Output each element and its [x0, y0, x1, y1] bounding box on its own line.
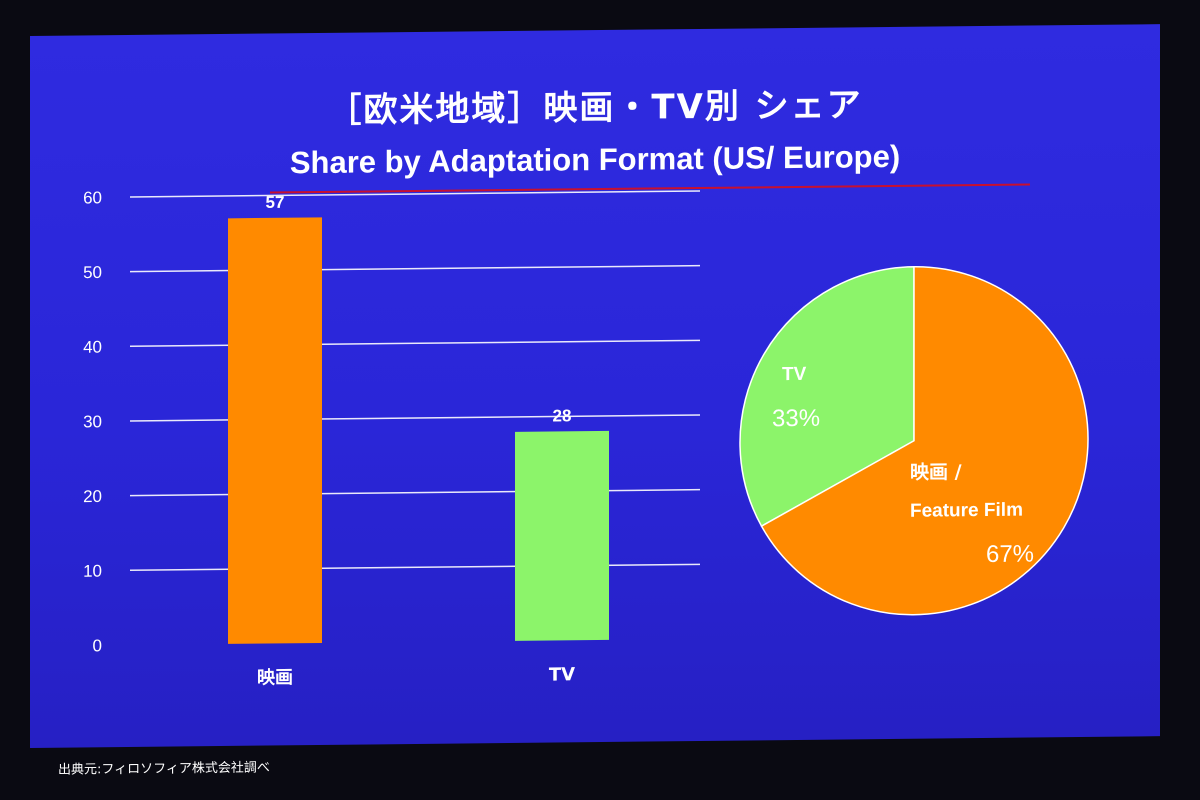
y-gridline — [130, 190, 700, 198]
slide: ［欧米地域］映画・TV別 シェア Share by Adaptation For… — [30, 24, 1160, 778]
bar-data-label: 57 — [266, 193, 285, 212]
pie-value-film: 67% — [986, 540, 1034, 568]
bar-tv — [515, 430, 609, 641]
pie-label-tv: TV — [782, 364, 807, 385]
pie-slice-film — [760, 265, 1089, 616]
charts-canvas: 0 10 20 30 40 50 60 57 映画 28 TV TV 33% 映画 / Feature Fi… — [83, 188, 1089, 689]
pie-label-film-jp: 映画 / — [910, 461, 962, 484]
y-tick-label: 0 — [93, 636, 102, 655]
pie-value-tv: 33% — [772, 405, 820, 433]
y-gridline — [130, 488, 700, 497]
y-gridline — [130, 264, 700, 273]
y-gridline — [130, 414, 700, 422]
y-gridline — [130, 339, 700, 348]
y-tick-label: 40 — [83, 338, 102, 357]
x-category-label: 映画 — [257, 666, 293, 688]
bar-film — [228, 217, 322, 644]
y-tick-label: 30 — [83, 412, 102, 431]
source-note: 出典元:フィロソフィア株式会社調べ — [58, 760, 270, 778]
y-gridline — [130, 563, 700, 572]
x-category-label: TV — [549, 664, 575, 685]
pie-label-film-en: Feature Film — [910, 500, 1023, 522]
pie-slice-tv — [739, 265, 915, 528]
y-tick-label: 50 — [83, 263, 102, 282]
y-tick-label: 20 — [83, 487, 102, 506]
y-tick-label: 10 — [83, 562, 102, 581]
bar-data-label: 28 — [553, 406, 572, 425]
y-tick-label: 60 — [83, 188, 102, 207]
